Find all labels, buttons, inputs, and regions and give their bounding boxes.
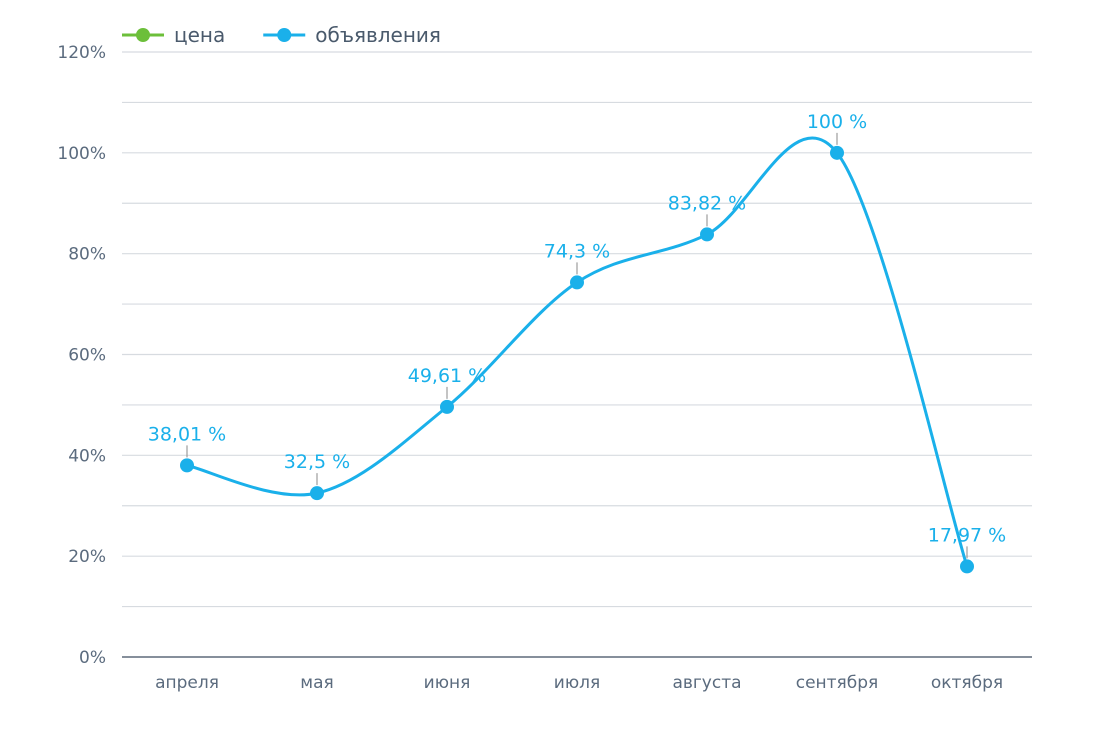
data-label: 83,82 % xyxy=(668,192,747,214)
data-label: 100 % xyxy=(807,111,867,133)
data-point[interactable] xyxy=(830,145,844,160)
data-point[interactable] xyxy=(960,559,974,574)
x-tick-label: мая xyxy=(300,673,333,693)
x-tick-label: октября xyxy=(931,673,1003,693)
series-line xyxy=(186,136,969,567)
data-point[interactable] xyxy=(310,486,324,501)
x-tick-label: сентября xyxy=(796,673,879,693)
data-label: 32,5 % xyxy=(284,451,350,473)
legend-label: цена xyxy=(174,23,225,47)
y-tick-label: 120% xyxy=(57,43,106,63)
x-tick-label: апреля xyxy=(155,673,219,693)
y-tick-label: 100% xyxy=(57,144,106,164)
data-label: 74,3 % xyxy=(544,240,610,262)
y-tick-label: 0% xyxy=(79,648,106,668)
data-point[interactable] xyxy=(180,458,194,473)
data-label: 17,97 % xyxy=(928,524,1007,546)
y-tick-label: 60% xyxy=(68,346,106,366)
y-tick-label: 20% xyxy=(68,547,106,567)
legend-swatch-marker xyxy=(277,28,292,42)
legend-swatch-marker xyxy=(136,28,150,42)
y-tick-label: 80% xyxy=(68,245,106,265)
x-tick-label: июля xyxy=(554,673,600,693)
data-label: 38,01 % xyxy=(148,423,227,445)
x-tick-label: августа xyxy=(672,673,741,693)
x-tick-label: июня xyxy=(424,673,471,693)
data-label: 49,61 % xyxy=(408,365,487,387)
data-point[interactable] xyxy=(440,399,454,414)
data-point[interactable] xyxy=(570,275,584,290)
data-point[interactable] xyxy=(700,227,714,242)
legend-label: объявления xyxy=(315,23,441,47)
y-tick-label: 40% xyxy=(68,446,106,466)
